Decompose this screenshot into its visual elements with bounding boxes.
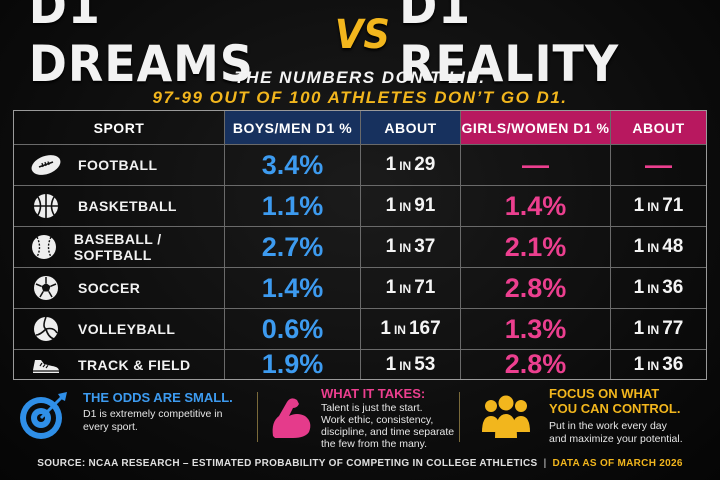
table-row: TRACK & FIELD 1.9% 1 IN 53 2.8% 1 IN 36: [14, 349, 706, 379]
girls-about: 1 IN 71: [633, 195, 684, 216]
girls-about: 1 IN 48: [633, 236, 684, 257]
target-icon: [17, 390, 69, 447]
boys-pct: 2.7%: [261, 231, 324, 262]
tip-focus-title2: YOU CAN CONTROL.: [549, 401, 681, 416]
title-vs: VS: [334, 12, 390, 58]
girls-pct: 1.4%: [504, 190, 567, 221]
header-boys-pct: BOYS/MEN D1 %: [224, 111, 360, 144]
tip-takes-line1: Talent is just the start.: [321, 402, 423, 414]
sport-name: BASKETBALL: [78, 198, 177, 214]
boys-about: 1 IN 71: [385, 277, 436, 298]
tip-odds: THE ODDS ARE SMALL. D1 is extremely comp…: [13, 386, 253, 450]
footer-date: DATA AS OF MARCH 2026: [552, 458, 683, 469]
tip-takes-line2: Work ethic, consistency,: [321, 414, 434, 426]
title-left: D1 DREAMS: [28, 0, 254, 93]
footer: SOURCE: NCAA RESEARCH – ESTIMATED PROBAB…: [0, 458, 720, 469]
baseball-icon: [28, 231, 60, 263]
boys-about: 1 IN 37: [385, 236, 436, 257]
tip-odds-line1: D1 is extremely competitive in: [83, 408, 223, 420]
boys-about: 1 IN 167: [380, 318, 441, 339]
header-sport: SPORT: [93, 119, 145, 136]
tip-odds-title: THE ODDS ARE SMALL.: [83, 390, 233, 405]
boys-about: 1 IN 91: [385, 195, 436, 216]
flexed-arm-icon: [267, 392, 317, 447]
title-right: D1 REALITY: [399, 0, 620, 93]
boys-pct: 1.4%: [261, 272, 324, 303]
tip-takes-line3: discipline, and time separate: [321, 426, 455, 438]
tip-focus-title1: FOCUS ON WHAT: [549, 386, 660, 401]
header-girls-about: ABOUT: [610, 111, 706, 144]
sport-name: FOOTBALL: [78, 157, 158, 173]
divider: [459, 392, 460, 442]
football-icon: [28, 149, 64, 181]
sport-name: TRACK & FIELD: [78, 356, 191, 373]
boys-pct: 1.9%: [261, 349, 324, 379]
tip-focus-line1: Put in the work every day: [549, 420, 667, 432]
boys-about: 1 IN 53: [385, 353, 436, 375]
subtitle-line1: THE NUMBERS DON’T LIE.: [234, 68, 486, 87]
odds-table: SPORT BOYS/MEN D1 % ABOUT GIRLS/WOMEN D1…: [13, 110, 707, 380]
boys-about: 1 IN 29: [385, 154, 436, 175]
girls-pct: 2.8%: [504, 349, 567, 379]
footer-source: SOURCE: NCAA RESEARCH – ESTIMATED PROBAB…: [37, 458, 538, 469]
boys-pct: 0.6%: [261, 313, 324, 344]
girls-pct: 2.1%: [504, 231, 567, 262]
tip-odds-line2: every sport.: [83, 421, 138, 433]
team-icon: [479, 394, 533, 445]
subtitle-line2: 97-99 OUT OF 100 ATHLETES DON’T GO D1.: [152, 88, 568, 107]
header-boys-about: ABOUT: [360, 111, 460, 144]
girls-pct: 1.3%: [504, 313, 567, 344]
tip-takes-line4: the few from the many.: [321, 438, 428, 450]
girls-about: 1 IN 77: [633, 318, 684, 339]
footer-separator: |: [543, 458, 547, 469]
divider: [257, 392, 258, 442]
girls-about: —: [645, 149, 672, 180]
table-row: VOLLEYBALL 0.6% 1 IN 167 1.3% 1 IN 77: [14, 308, 706, 349]
table-header-row: SPORT BOYS/MEN D1 % ABOUT GIRLS/WOMEN D1…: [14, 111, 706, 144]
girls-about: 1 IN 36: [633, 277, 684, 298]
table-row: SOCCER 1.4% 1 IN 71 2.8% 1 IN 36: [14, 267, 706, 308]
header-girls-pct: GIRLS/WOMEN D1 %: [460, 111, 610, 144]
tip-takes: WHAT IT TAKES: Talent is just the start.…: [265, 386, 455, 450]
boys-pct: 1.1%: [261, 190, 324, 221]
tip-focus-line2: and maximize your potential.: [549, 433, 683, 445]
tip-focus: FOCUS ON WHAT YOU CAN CONTROL. Put in th…: [465, 386, 707, 450]
boys-pct: 3.4%: [261, 149, 324, 180]
soccer-ball-icon: [28, 272, 64, 304]
running-shoe-icon: [28, 349, 64, 381]
tip-takes-title: WHAT IT TAKES:: [321, 386, 426, 401]
table-row: FOOTBALL 3.4% 1 IN 29 — —: [14, 144, 706, 185]
table-row: BASEBALL / SOFTBALL 2.7% 1 IN 37 2.1% 1 IN 4…: [14, 226, 706, 267]
girls-pct: 2.8%: [504, 272, 567, 303]
girls-pct: —: [522, 149, 549, 180]
basketball-icon: [28, 190, 64, 222]
volleyball-icon: [28, 313, 64, 345]
sport-name: SOCCER: [78, 280, 141, 296]
girls-about: 1 IN 36: [633, 353, 684, 375]
sport-name: VOLLEYBALL: [78, 321, 176, 337]
table-row: BASKETBALL 1.1% 1 IN 91 1.4% 1 IN 71: [14, 185, 706, 226]
sport-name: BASEBALL / SOFTBALL: [73, 231, 162, 263]
tips-section: THE ODDS ARE SMALL. D1 is extremely comp…: [13, 386, 707, 450]
main-title: D1 DREAMS VS D1 REALITY: [29, 0, 691, 93]
